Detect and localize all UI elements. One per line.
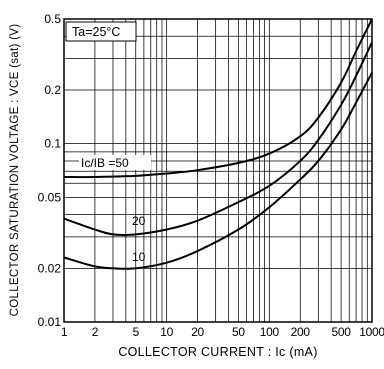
series-label-bg-50: [79, 155, 151, 170]
y-tick-label: 0.5: [44, 12, 61, 26]
x-tick-label: 100: [260, 325, 280, 339]
series-label-10: 10: [132, 250, 146, 264]
x-tick-label: 2: [92, 325, 99, 339]
y-tick-label: 0.02: [38, 261, 62, 275]
x-tick-label: 50: [232, 325, 245, 339]
y-tick-label: 0.05: [38, 190, 62, 204]
y-tick-label: 0.1: [44, 137, 61, 151]
x-tick-label: 5: [133, 325, 140, 339]
series-line-2: [63, 41, 373, 236]
series-line-1: [63, 18, 373, 179]
x-axis-ticks: 1 2 5 10 20 50 100 200 500 1000: [61, 325, 384, 339]
series-line-3: [63, 72, 373, 270]
y-tick-label: 0.2: [44, 83, 61, 97]
x-tick-label: 20: [191, 325, 204, 339]
condition-annotation-box: [65, 21, 137, 42]
x-tick-label: 500: [332, 325, 352, 339]
series-label-50: Ic/IB =50: [81, 156, 129, 170]
x-axis-label: COLLECTOR CURRENT : Ic (mA): [118, 345, 318, 359]
x-tick-label: 10: [160, 325, 173, 339]
x-tick-label: 1000: [359, 325, 384, 339]
series-lines: [63, 18, 373, 270]
x-tick-label: 1: [61, 325, 68, 339]
y-axis-label: COLLECTOR SATURATION VOLTAGE : VCE (sat)…: [9, 23, 21, 317]
y-axis-ticks: 0.01 0.02 0.05 0.1 0.2 0.5: [38, 12, 62, 329]
x-tick-label: 200: [291, 325, 311, 339]
y-axis-label-container: COLLECTOR SATURATION VOLTAGE : VCE (sat)…: [0, 0, 30, 340]
condition-annotation: Ta=25°C: [72, 25, 120, 39]
y-tick-label: 0.01: [38, 315, 62, 329]
plot-area-frame: [63, 18, 373, 323]
series-label-20: 20: [132, 214, 146, 228]
grid: [64, 19, 372, 322]
